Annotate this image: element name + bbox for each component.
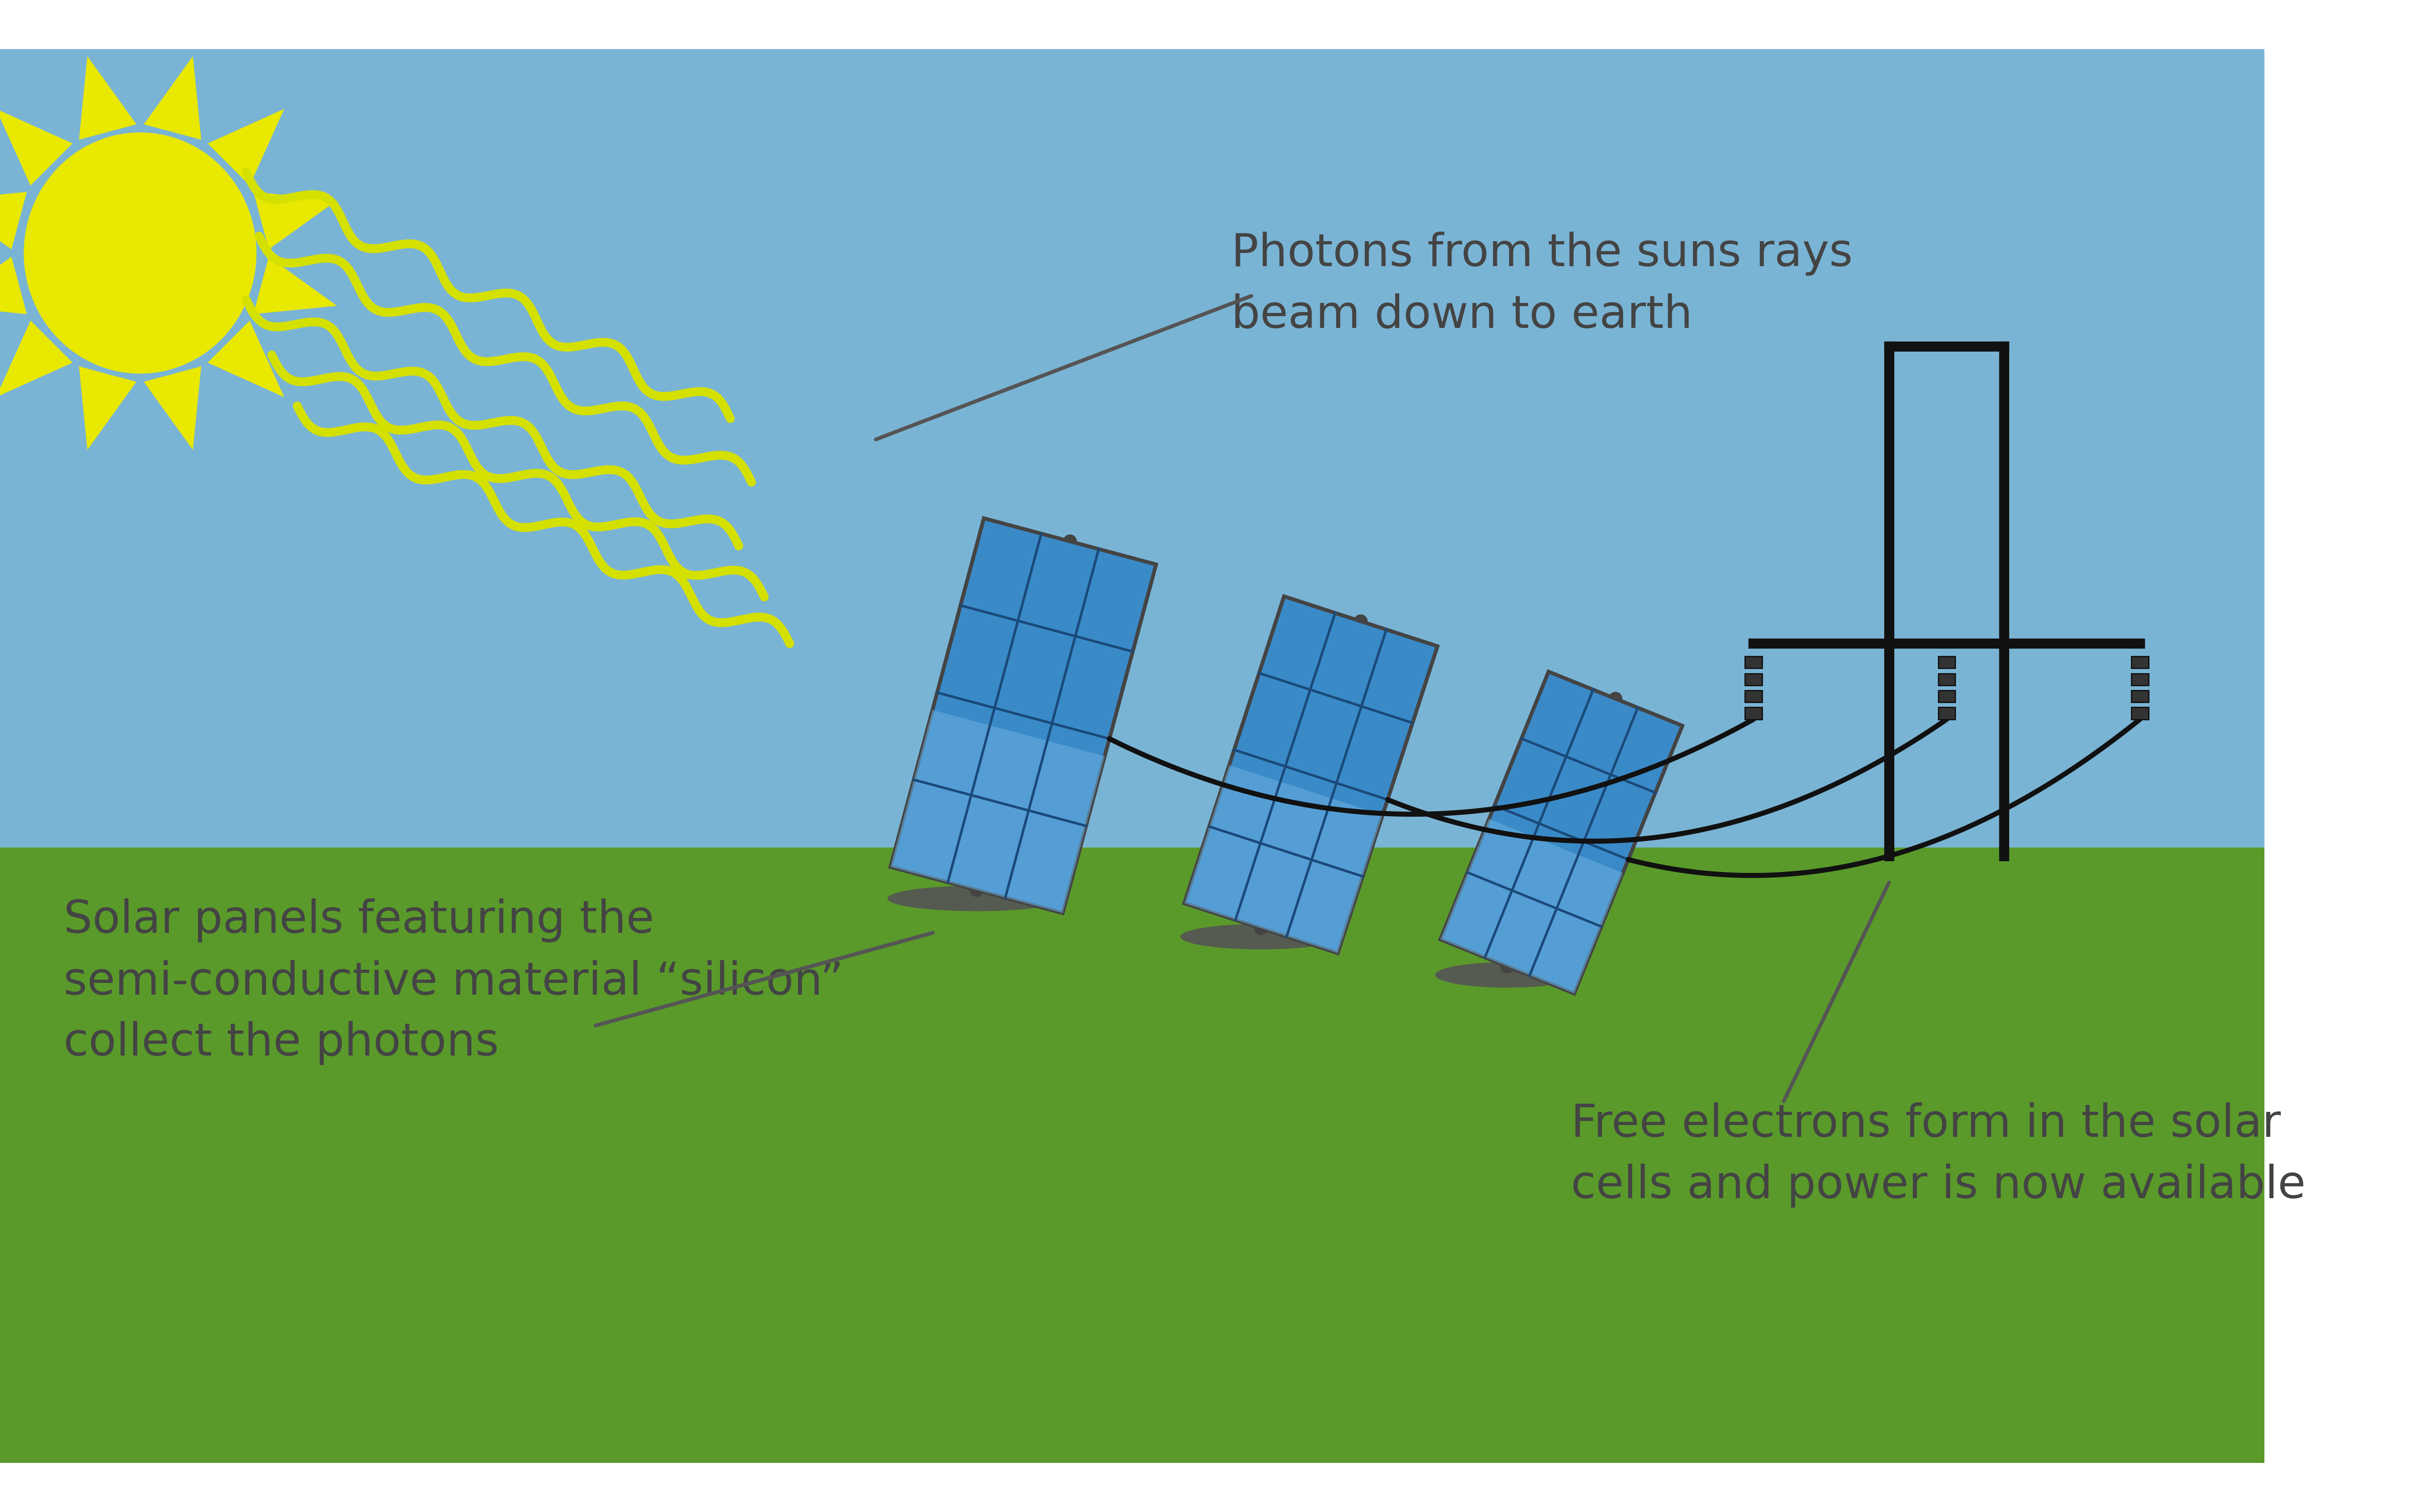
Bar xyxy=(1938,708,1955,720)
Polygon shape xyxy=(0,257,27,314)
Bar xyxy=(2131,673,2148,685)
Polygon shape xyxy=(891,711,1104,913)
Polygon shape xyxy=(0,109,73,186)
Polygon shape xyxy=(1441,820,1623,993)
Polygon shape xyxy=(891,519,1155,913)
Ellipse shape xyxy=(22,130,259,376)
Bar xyxy=(2131,656,2148,668)
Polygon shape xyxy=(1441,671,1683,993)
Bar xyxy=(1746,673,1763,685)
Bar xyxy=(1938,691,1955,702)
Polygon shape xyxy=(143,56,201,139)
Bar xyxy=(1938,673,1955,685)
Ellipse shape xyxy=(886,886,1066,912)
Bar xyxy=(1938,656,1955,668)
Ellipse shape xyxy=(1436,962,1579,987)
Polygon shape xyxy=(208,109,283,186)
Text: Free electrons form in the solar
cells and power is now available: Free electrons form in the solar cells a… xyxy=(1572,1102,2306,1208)
Bar xyxy=(2131,708,2148,720)
Bar xyxy=(1746,691,1763,702)
Polygon shape xyxy=(80,366,136,451)
Polygon shape xyxy=(254,257,337,314)
Polygon shape xyxy=(0,321,73,398)
Bar xyxy=(2131,691,2148,702)
Polygon shape xyxy=(1184,596,1439,953)
Text: Photons from the suns rays
beam down to earth: Photons from the suns rays beam down to … xyxy=(1230,231,1853,337)
Bar xyxy=(0,848,2265,1462)
Bar xyxy=(1746,708,1763,720)
Polygon shape xyxy=(254,192,337,249)
Polygon shape xyxy=(208,321,283,398)
Polygon shape xyxy=(0,192,27,249)
Text: Solar panels featuring the
semi-conductive material “silicon”
collect the photon: Solar panels featuring the semi-conducti… xyxy=(63,898,843,1064)
Polygon shape xyxy=(143,366,201,451)
Polygon shape xyxy=(80,56,136,139)
Polygon shape xyxy=(1184,765,1383,953)
Bar xyxy=(1746,656,1763,668)
Ellipse shape xyxy=(1180,924,1342,950)
